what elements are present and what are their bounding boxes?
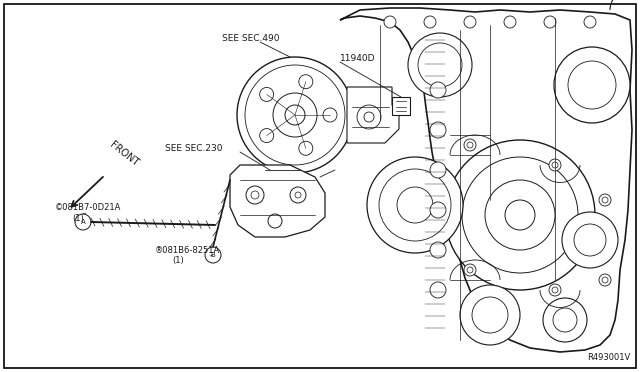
Text: SEE SEC.230: SEE SEC.230 [165, 144, 223, 153]
Circle shape [418, 43, 462, 87]
Circle shape [599, 274, 611, 286]
Circle shape [544, 16, 556, 28]
Circle shape [424, 16, 436, 28]
Circle shape [430, 202, 446, 218]
Circle shape [75, 214, 91, 230]
Circle shape [464, 16, 476, 28]
Circle shape [397, 187, 433, 223]
Polygon shape [340, 8, 632, 352]
Circle shape [467, 267, 473, 273]
Text: R493001V: R493001V [587, 353, 630, 362]
Polygon shape [347, 87, 399, 143]
Circle shape [430, 122, 446, 138]
Circle shape [430, 242, 446, 258]
Circle shape [268, 214, 282, 228]
Text: 11940D: 11940D [340, 54, 376, 62]
Circle shape [472, 297, 508, 333]
Circle shape [260, 87, 274, 102]
Text: FRONT: FRONT [108, 140, 140, 168]
Circle shape [384, 16, 396, 28]
Circle shape [408, 33, 472, 97]
Circle shape [602, 197, 608, 203]
Circle shape [357, 105, 381, 129]
Circle shape [205, 247, 221, 263]
Circle shape [430, 82, 446, 98]
Polygon shape [230, 165, 325, 237]
Circle shape [295, 192, 301, 198]
Circle shape [552, 287, 558, 293]
Circle shape [584, 16, 596, 28]
Circle shape [599, 194, 611, 206]
Circle shape [285, 105, 305, 125]
Circle shape [505, 200, 535, 230]
Circle shape [430, 282, 446, 298]
Circle shape [323, 108, 337, 122]
Text: B: B [211, 252, 216, 258]
Circle shape [464, 264, 476, 276]
Circle shape [364, 112, 374, 122]
Circle shape [445, 140, 595, 290]
Text: SEE SEC.490: SEE SEC.490 [222, 33, 280, 42]
Circle shape [273, 93, 317, 137]
Bar [392, 97, 410, 115]
Circle shape [237, 57, 353, 173]
Circle shape [462, 157, 578, 273]
Text: ©081B7-0D21A: ©081B7-0D21A [55, 202, 122, 212]
Circle shape [245, 65, 345, 165]
Circle shape [290, 187, 306, 203]
Circle shape [260, 129, 274, 142]
Text: (1): (1) [72, 214, 84, 222]
Circle shape [367, 157, 463, 253]
Circle shape [467, 142, 473, 148]
Circle shape [485, 180, 555, 250]
Circle shape [299, 141, 313, 155]
Circle shape [299, 75, 313, 89]
Circle shape [246, 186, 264, 204]
Text: A: A [81, 219, 85, 225]
Circle shape [549, 284, 561, 296]
Circle shape [543, 298, 587, 342]
Circle shape [568, 61, 616, 109]
Circle shape [602, 277, 608, 283]
Circle shape [552, 162, 558, 168]
Text: (1): (1) [172, 257, 184, 266]
Circle shape [554, 47, 630, 123]
Circle shape [574, 224, 606, 256]
Circle shape [460, 285, 520, 345]
Text: ®081B6-8251A: ®081B6-8251A [155, 246, 220, 254]
Circle shape [430, 162, 446, 178]
Circle shape [379, 169, 451, 241]
Circle shape [562, 212, 618, 268]
Circle shape [549, 159, 561, 171]
Circle shape [504, 16, 516, 28]
Circle shape [553, 308, 577, 332]
Circle shape [464, 139, 476, 151]
Circle shape [251, 191, 259, 199]
